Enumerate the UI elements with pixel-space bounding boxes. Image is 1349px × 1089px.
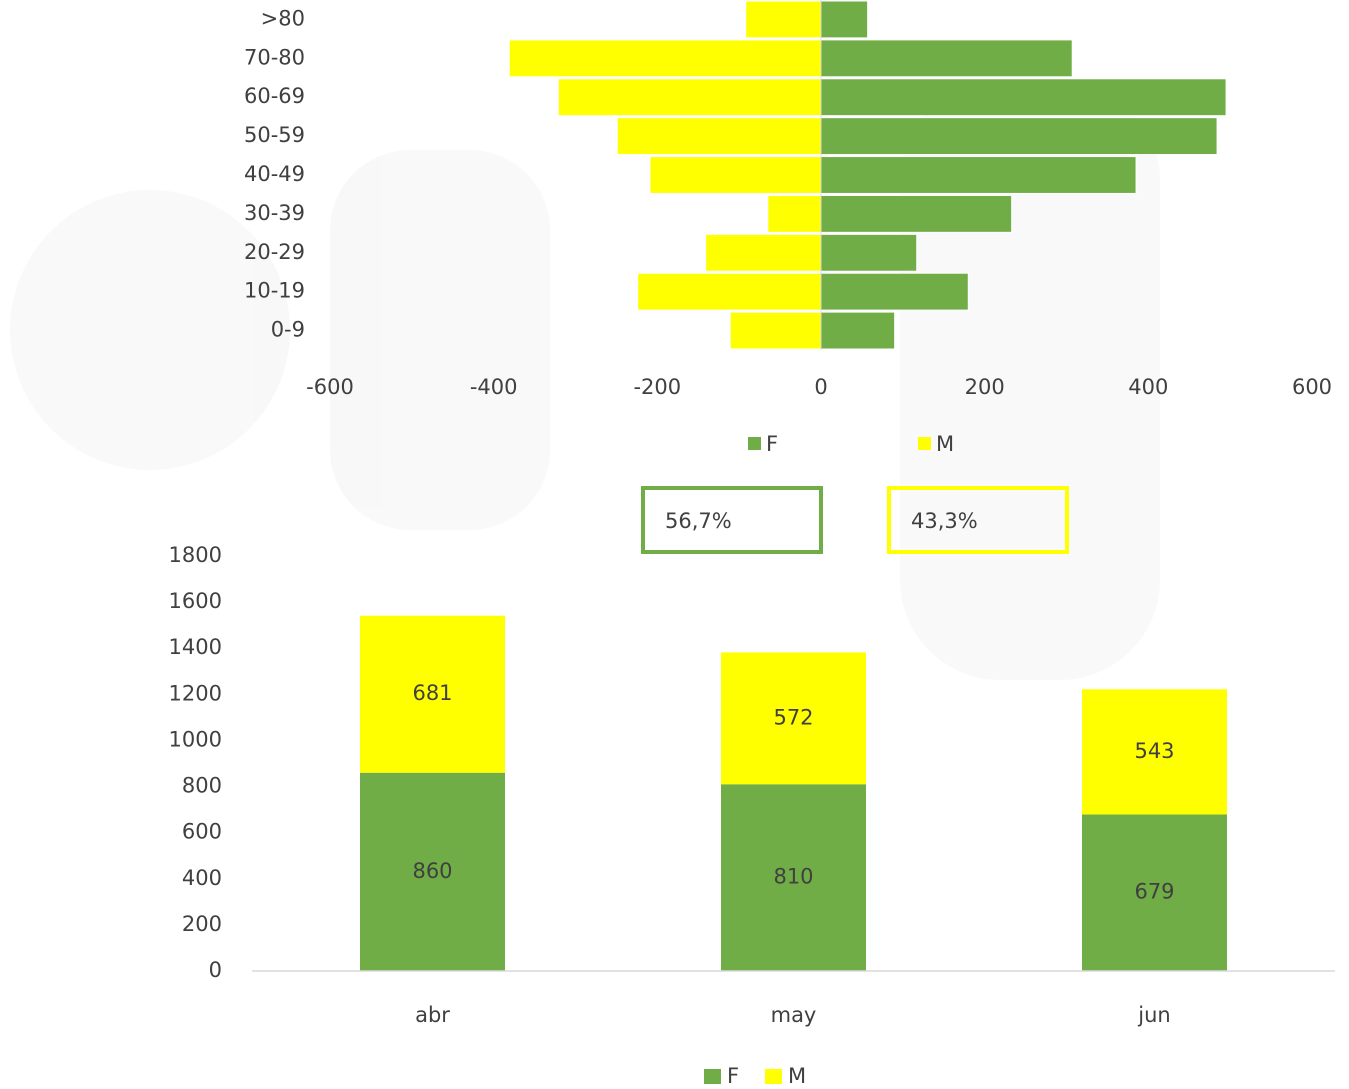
y-tick-label: 400 [182, 866, 222, 890]
x-tick-label: 0 [814, 375, 827, 399]
bar [729, 311, 822, 350]
bar-segment [721, 784, 866, 971]
y-tick-label: 20-29 [244, 240, 305, 264]
y-tick-label: 40-49 [244, 162, 305, 186]
legend-label: F [766, 432, 778, 456]
data-label: 681 [412, 681, 452, 705]
legend-swatch [748, 437, 761, 450]
y-tick-label: 800 [182, 774, 222, 798]
percent-box [887, 486, 1069, 554]
bar [820, 0, 869, 39]
y-tick-label: 1800 [169, 543, 222, 567]
bar-segment [721, 652, 866, 785]
percent-label: 56,7% [665, 509, 732, 533]
bar [616, 117, 822, 156]
percent-label: 43,3% [911, 509, 978, 533]
y-tick-label: 10-19 [244, 279, 305, 303]
bar-segment [360, 615, 505, 773]
bar [820, 156, 1137, 194]
bar [820, 194, 1013, 233]
legend-label: M [788, 1064, 806, 1088]
x-tick-label: abr [415, 1003, 450, 1027]
bar-segment [1082, 689, 1227, 815]
bar [820, 233, 918, 272]
x-tick-label: 400 [1128, 375, 1168, 399]
y-tick-label: 1600 [169, 589, 222, 613]
y-tick-label: 60-69 [244, 84, 305, 108]
data-label: 810 [773, 865, 813, 889]
x-tick-label: 200 [965, 375, 1005, 399]
bar-segment [1082, 814, 1227, 971]
bar [820, 78, 1227, 117]
y-tick-label: 50-59 [244, 123, 305, 147]
bar [649, 156, 822, 194]
percent-box [641, 486, 823, 554]
y-tick-label: 0 [209, 958, 222, 982]
x-tick-label: -400 [470, 375, 518, 399]
legend-swatch [765, 1069, 782, 1084]
y-tick-label: 70-80 [244, 45, 305, 69]
x-tick-label: may [771, 1003, 817, 1027]
bar [508, 39, 822, 78]
y-tick-label: 0-9 [271, 318, 305, 342]
x-tick-label: 600 [1292, 375, 1332, 399]
data-label: 572 [773, 705, 813, 729]
legend-swatch [918, 437, 931, 450]
y-tick-label: 200 [182, 912, 222, 936]
bar [820, 311, 896, 350]
legend-label: M [936, 432, 954, 456]
bar [745, 0, 822, 39]
data-label: 679 [1134, 880, 1174, 904]
y-tick-label: 600 [182, 820, 222, 844]
bar [705, 233, 822, 272]
y-tick-label: 30-39 [244, 201, 305, 225]
y-tick-label: >80 [261, 6, 305, 30]
legend-label: F [727, 1064, 739, 1088]
bar [820, 117, 1218, 156]
y-tick-label: 1200 [169, 681, 222, 705]
x-tick-label: -600 [306, 375, 354, 399]
x-tick-label: jun [1137, 1003, 1170, 1027]
bar [637, 272, 822, 311]
bar [767, 194, 822, 233]
bar [820, 39, 1073, 78]
bar [820, 272, 969, 311]
y-tick-label: 1400 [169, 635, 222, 659]
bar [557, 78, 822, 117]
data-label: 860 [412, 859, 452, 883]
data-label: 543 [1134, 739, 1174, 763]
x-tick-label: -200 [633, 375, 681, 399]
bar-segment [360, 772, 505, 971]
legend-swatch [704, 1069, 721, 1084]
y-tick-label: 1000 [169, 727, 222, 751]
